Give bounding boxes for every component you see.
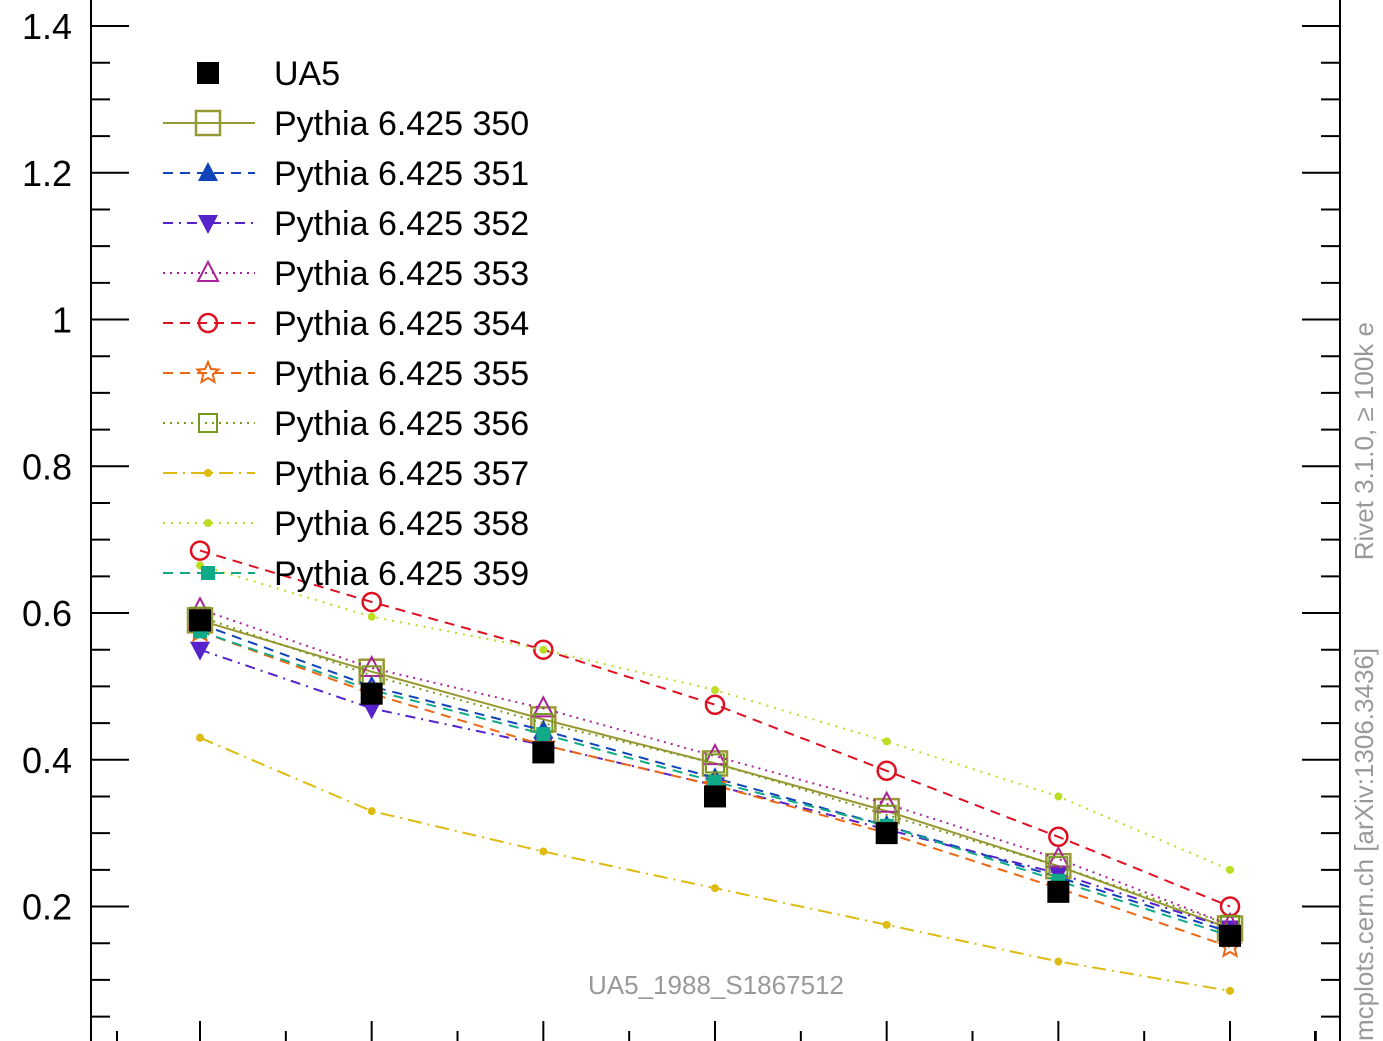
y-tick-label: 0.6 — [22, 593, 72, 634]
x-axis — [116, 1021, 1317, 1041]
legend-label: Pythia 6.425 355 — [274, 355, 529, 393]
marker-open-circle — [533, 639, 554, 660]
marker-filled-square — [1219, 924, 1242, 947]
marker-open-circle — [1048, 826, 1069, 848]
marker-triangle-down — [361, 700, 382, 720]
marker-triangle-down — [198, 215, 218, 234]
marker-dot — [882, 920, 891, 929]
series-layer — [186, 540, 1244, 995]
series-line — [199, 608, 1231, 926]
marker-open-circle — [704, 694, 726, 715]
marker-filled-square — [189, 609, 211, 632]
legend-label: Pythia 6.425 351 — [274, 155, 529, 193]
marker-open-square — [705, 753, 726, 774]
legend-label: Pythia 6.425 358 — [274, 505, 529, 543]
legend-label: Pythia 6.425 352 — [274, 205, 529, 243]
series-line — [199, 549, 1231, 908]
marker-dot — [711, 884, 720, 893]
marker-dot — [1226, 865, 1235, 874]
marker-dot — [367, 612, 376, 621]
legend-item: Pythia 6.425 356 — [163, 405, 529, 443]
legend-label: Pythia 6.425 350 — [274, 105, 529, 143]
series-4 — [188, 596, 1242, 934]
marker-dot — [539, 847, 548, 856]
marker-dot — [1054, 957, 1063, 966]
legend-label: Pythia 6.425 354 — [274, 305, 529, 343]
marker-filled-square — [201, 566, 215, 580]
marker-filled-square — [1047, 880, 1070, 903]
marker-dot — [204, 519, 212, 527]
legend-label: Pythia 6.425 356 — [274, 405, 529, 443]
mcplots-source-label: mcplots.cern.ch [arXiv:1306.3436] — [1349, 648, 1379, 1041]
marker-filled-square — [360, 682, 383, 705]
y-tick-label: 0.8 — [22, 446, 72, 487]
marker-filled-square — [704, 785, 727, 808]
marker-open-star — [195, 359, 221, 384]
legend-item: Pythia 6.425 358 — [163, 505, 529, 543]
legend-item: Pythia 6.425 354 — [163, 305, 529, 343]
marker-filled-square — [197, 62, 219, 84]
marker-filled-square — [536, 727, 551, 742]
series-5 — [189, 540, 1241, 917]
legend-item: Pythia 6.425 353 — [163, 255, 529, 293]
legend-item: Pythia 6.425 351 — [163, 155, 529, 193]
marker-open-circle — [189, 540, 211, 561]
marker-open-square — [198, 413, 218, 433]
marker-filled-square — [875, 822, 898, 845]
legend: UA5 Pythia 6.425 350 Pythia 6.425 351 Pythi… — [163, 55, 529, 593]
legend-label: UA5 — [274, 55, 340, 93]
marker-open-square — [194, 109, 222, 137]
marker-open-triangle — [875, 790, 899, 813]
series-0 — [189, 609, 1242, 947]
y-tick-label: 1.2 — [22, 153, 72, 194]
marker-dot — [711, 686, 720, 695]
legend-item: UA5 — [197, 55, 340, 93]
marker-filled-square — [708, 774, 723, 789]
legend-item: Pythia 6.425 359 — [163, 555, 529, 593]
marker-triangle-up — [198, 162, 218, 181]
marker-dot — [204, 469, 212, 477]
legend-label: Pythia 6.425 357 — [274, 455, 529, 493]
y-tick-label: 0.2 — [22, 887, 72, 928]
legend-label: Pythia 6.425 353 — [274, 255, 529, 293]
analysis-id-label: UA5_1988_S1867512 — [588, 970, 844, 1000]
legend-label: Pythia 6.425 359 — [274, 555, 529, 593]
legend-item: Pythia 6.425 352 — [163, 205, 529, 243]
y-tick-label: 1 — [52, 300, 72, 341]
marker-open-circle — [876, 760, 897, 782]
rivet-version-label: Rivet 3.1.0, ≥ 100k e — [1349, 322, 1379, 560]
y-tick-label: 1.4 — [22, 6, 72, 47]
marker-dot — [882, 737, 891, 746]
y-tick-label: 0.4 — [22, 740, 72, 781]
marker-dot — [196, 733, 204, 742]
legend-item: Pythia 6.425 355 — [163, 355, 529, 393]
marker-open-circle — [361, 591, 382, 613]
marker-open-triangle — [531, 695, 555, 718]
marker-triangle-down — [190, 641, 210, 661]
marker-filled-square — [532, 741, 555, 764]
series-9 — [196, 561, 1235, 874]
marker-dot — [539, 645, 548, 654]
marker-dot — [367, 807, 376, 816]
marker-dot — [1054, 792, 1063, 801]
series-8 — [196, 733, 1235, 995]
legend-item: Pythia 6.425 350 — [163, 105, 529, 143]
marker-open-circle — [197, 312, 219, 334]
series-line — [199, 564, 1231, 871]
y-axis: 0.2 0.4 0.6 0.8 1 1.2 1.4 — [22, 6, 1340, 1018]
marker-dot — [1226, 986, 1235, 995]
marker-open-triangle — [196, 259, 220, 282]
legend-item: Pythia 6.425 357 — [163, 455, 529, 493]
